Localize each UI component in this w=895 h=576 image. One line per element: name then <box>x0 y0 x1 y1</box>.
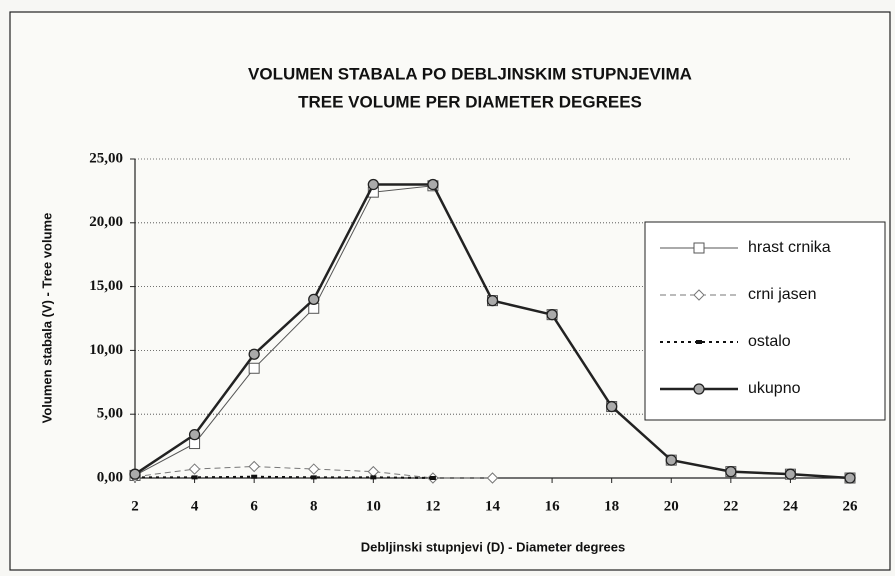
x-tick-label: 2 <box>131 498 139 514</box>
legend-text: hrast crnika <box>748 239 831 256</box>
marker <box>370 475 377 480</box>
marker <box>248 460 260 473</box>
x-tick-label: 22 <box>723 498 738 514</box>
marker <box>248 362 260 374</box>
legend-text: crni jasen <box>748 286 816 303</box>
marker <box>129 468 141 480</box>
marker <box>725 465 737 478</box>
y-axis-label: Volumen stabala (V) - Tree volume <box>39 213 54 424</box>
marker <box>486 472 499 484</box>
x-tick-label: 14 <box>485 498 501 514</box>
marker <box>693 289 705 301</box>
x-tick-label: 12 <box>425 498 440 514</box>
marker <box>188 463 201 475</box>
y-tick-label: 10,00 <box>89 342 123 358</box>
chart-subtitle: TREE VOLUME PER DIAMETER DEGREES <box>298 92 642 111</box>
x-tick-label: 18 <box>604 498 619 514</box>
y-tick-label: 15,00 <box>89 278 123 294</box>
chart-title: VOLUMEN STABALA PO DEBLJINSKIM STUPNJEVI… <box>248 64 692 83</box>
x-tick-label: 16 <box>545 498 561 514</box>
x-tick-label: 20 <box>664 498 679 514</box>
marker <box>696 340 702 344</box>
marker <box>784 468 797 480</box>
y-tick-label: 5,00 <box>97 406 123 422</box>
marker <box>251 474 258 479</box>
marker <box>248 348 260 360</box>
marker <box>191 475 198 480</box>
marker <box>188 428 201 441</box>
marker <box>546 309 558 321</box>
legend-text: ukupno <box>748 380 801 397</box>
marker <box>429 476 436 480</box>
y-tick-label: 0,00 <box>97 469 123 485</box>
x-tick-label: 8 <box>310 498 318 514</box>
y-tick-label: 20,00 <box>89 214 123 230</box>
marker <box>308 293 320 306</box>
x-tick-label: 4 <box>191 498 199 514</box>
marker <box>693 383 705 395</box>
marker <box>308 463 320 475</box>
x-tick-label: 10 <box>366 498 381 514</box>
marker <box>606 400 618 413</box>
x-tick-label: 26 <box>843 498 859 514</box>
legend-box <box>644 221 886 421</box>
marker <box>693 242 705 254</box>
marker <box>665 454 677 466</box>
marker <box>367 178 379 191</box>
x-axis-label: Debljinski stupnjevi (D) - Diameter degr… <box>361 539 625 554</box>
marker <box>486 294 499 307</box>
series-line <box>135 475 433 479</box>
marker <box>844 472 856 484</box>
marker <box>310 475 317 480</box>
x-tick-label: 6 <box>250 498 258 514</box>
legend-text: ostalo <box>748 333 791 350</box>
y-tick-label: 25,00 <box>89 150 123 166</box>
x-tick-label: 24 <box>783 498 799 514</box>
marker <box>427 178 439 191</box>
